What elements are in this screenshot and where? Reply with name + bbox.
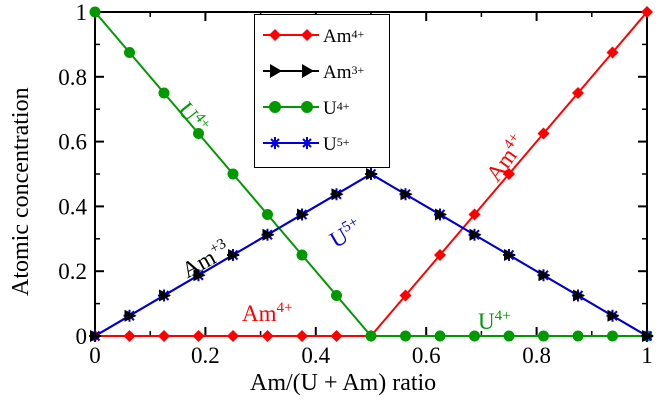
marker-circle <box>158 87 170 99</box>
marker-triangle-right <box>400 188 413 201</box>
marker-triangle-right <box>573 289 585 302</box>
marker-circle <box>434 330 446 342</box>
y-tick-label: 0.2 <box>58 259 87 284</box>
marker-circle <box>296 249 308 261</box>
marker-diamond <box>434 249 446 261</box>
marker-diamond <box>123 330 136 342</box>
legend-swatch-am4plus <box>263 29 319 41</box>
series-markers <box>89 6 654 342</box>
marker-circle <box>124 47 135 58</box>
marker-diamond <box>330 330 343 342</box>
marker-triangle-right <box>90 330 102 342</box>
x-tick-label: 0.2 <box>191 343 220 368</box>
marker-circle <box>193 128 204 139</box>
legend-label-u5plus: U5+ <box>323 134 350 155</box>
y-axis-label: Atomic concentration <box>8 87 34 296</box>
legend-item-u4plus: U4+ <box>255 89 389 125</box>
x-tick-label: 0 <box>89 343 101 368</box>
marker-diamond <box>468 208 481 221</box>
y-tick-label: 0.6 <box>58 130 87 155</box>
legend-swatch-am3plus <box>263 64 319 78</box>
x-tick-label: 0.8 <box>522 343 551 368</box>
marker-triangle-right <box>538 269 551 282</box>
x-tick-label: 1 <box>641 343 653 368</box>
marker-diamond <box>227 330 239 342</box>
x-axis-label: Am/(U + Am) ratio <box>250 370 437 396</box>
marker-triangle-right <box>642 330 654 342</box>
series-line-3 <box>94 172 648 337</box>
marker-triangle-right <box>262 228 275 241</box>
annotation-am4plus-flat: Am4+ <box>242 300 293 326</box>
axis-ticks: 0 0.2 0.4 0.6 0.8 1 0 0.2 0.4 0.6 0.8 1 <box>58 0 653 368</box>
marker-circle <box>365 330 377 342</box>
marker-triangle-right <box>193 269 206 282</box>
marker-circle <box>503 330 515 342</box>
marker-diamond <box>296 330 308 342</box>
y-tick-label: 1 <box>76 0 88 25</box>
marker-triangle-right <box>469 228 482 241</box>
marker-circle <box>227 168 239 180</box>
y-tick-label: 0 <box>76 324 88 349</box>
marker-circle <box>262 209 273 220</box>
marker-diamond <box>503 168 515 180</box>
marker-diamond <box>192 330 205 342</box>
marker-circle <box>400 330 411 342</box>
x-tick-label: 0.4 <box>301 343 330 368</box>
annotation-u4plus-flat: U4+ <box>478 308 511 334</box>
marker-triangle-right <box>228 249 240 261</box>
y-tick-label: 0.8 <box>58 65 87 90</box>
marker-triangle-right <box>159 289 171 302</box>
marker-triangle-right <box>435 208 447 221</box>
marker-triangle-right <box>504 249 516 261</box>
marker-triangle-right <box>297 208 309 221</box>
marker-circle <box>331 290 342 301</box>
marker-triangle-right <box>607 309 620 322</box>
marker-circle <box>538 330 549 342</box>
legend-swatch-u5plus <box>263 137 319 149</box>
marker-circle <box>89 6 101 18</box>
marker-diamond <box>641 6 653 18</box>
marker-diamond <box>399 289 412 302</box>
legend-label-u4plus: U4+ <box>323 98 350 119</box>
marker-circle <box>572 330 584 342</box>
legend-item-u5plus: U5+ <box>255 125 389 161</box>
series-line-1 <box>94 172 648 337</box>
marker-triangle-right <box>331 188 344 201</box>
marker-diamond <box>606 46 619 59</box>
legend-label-am4plus: Am4+ <box>323 26 365 47</box>
marker-diamond <box>537 127 550 140</box>
y-tick-label: 0.4 <box>58 194 87 219</box>
legend-item-am3plus: Am3+ <box>255 53 389 89</box>
legend: Am4+ Am3+ U4+ U5+ <box>254 14 390 168</box>
marker-diamond <box>572 87 584 99</box>
marker-diamond <box>158 330 170 342</box>
marker-triangle-right <box>366 168 378 180</box>
marker-circle <box>469 330 480 342</box>
legend-item-am4plus: Am4+ <box>255 17 389 53</box>
legend-swatch-u4plus <box>263 101 319 113</box>
marker-circle <box>607 330 618 342</box>
marker-triangle-right <box>124 309 137 322</box>
legend-label-am3plus: Am3+ <box>323 62 365 83</box>
marker-diamond <box>261 330 274 342</box>
x-tick-label: 0.6 <box>412 343 441 368</box>
